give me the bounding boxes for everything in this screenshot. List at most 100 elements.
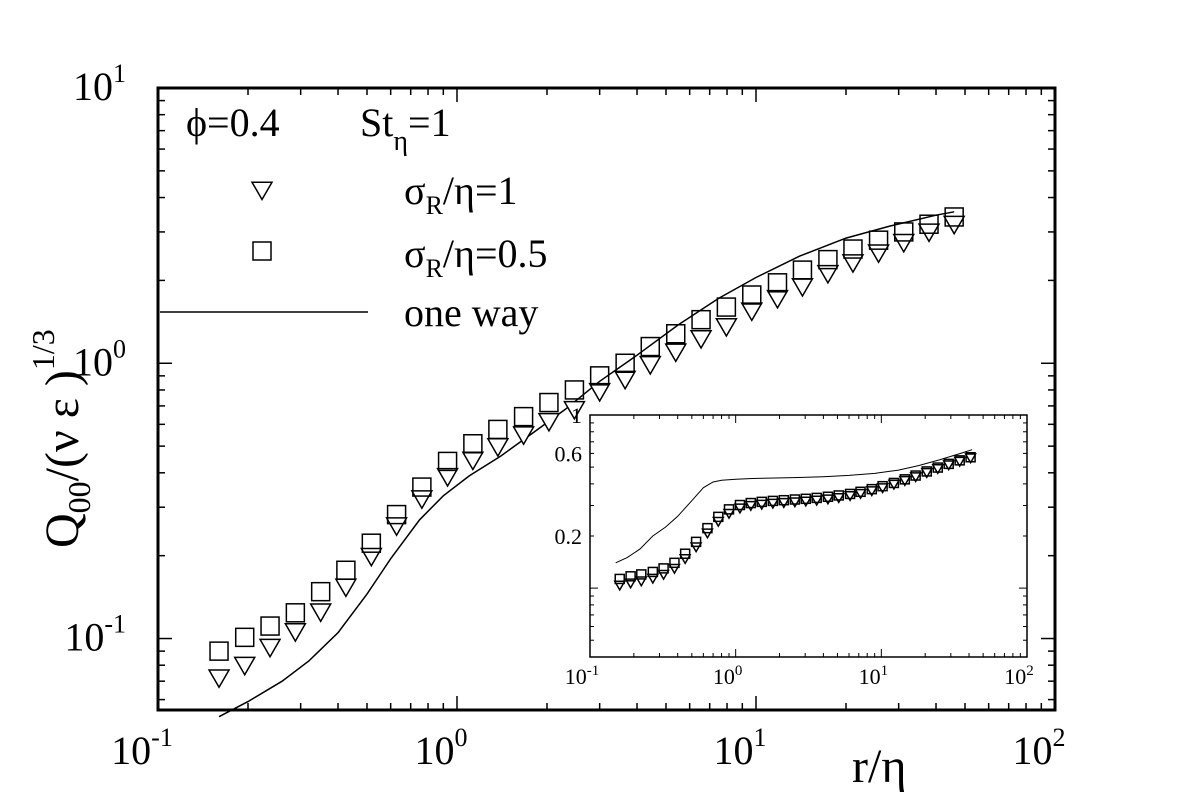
main-square-point bbox=[209, 641, 229, 661]
main-triangle-point bbox=[461, 451, 485, 472]
main-square-point bbox=[234, 627, 255, 648]
y-tick-label: 10-1 bbox=[64, 610, 126, 660]
main-square-point bbox=[843, 239, 863, 259]
main-square-point bbox=[665, 324, 686, 344]
main-square-point bbox=[260, 616, 280, 636]
legend-label-sigma-05: σR/η=0.5 bbox=[404, 231, 548, 283]
x-tick-label: 102 bbox=[1013, 723, 1066, 773]
main-triangle-point bbox=[233, 656, 257, 677]
main-square-point bbox=[589, 366, 610, 386]
inset-triangle-point bbox=[953, 456, 966, 468]
inset-square-point bbox=[789, 494, 801, 505]
main-square-point bbox=[767, 273, 788, 293]
inset-triangle-point bbox=[964, 453, 977, 465]
inset-triangle-point bbox=[689, 542, 703, 554]
inset-triangle-point bbox=[931, 463, 945, 475]
inset-square-point bbox=[723, 504, 735, 515]
inset-square-point bbox=[625, 571, 636, 582]
inset-triangle-point bbox=[799, 496, 813, 508]
inset-y-tick-label: 0.6 bbox=[555, 441, 583, 466]
phi-annotation: ϕ=0.4 bbox=[186, 100, 280, 145]
main-square-point bbox=[310, 581, 331, 602]
inset-triangle-point bbox=[777, 497, 791, 509]
main-triangle-point bbox=[892, 233, 916, 254]
inset-triangle-point bbox=[942, 460, 955, 472]
inset-square-point bbox=[965, 452, 976, 463]
inset-y-tick-label: 0.2 bbox=[555, 524, 583, 549]
y-axis-title: Q00/(ν ε )1/3 bbox=[25, 329, 97, 548]
main-triangle-point bbox=[791, 277, 814, 298]
inset-square-point bbox=[833, 490, 844, 501]
main-square-point bbox=[640, 336, 661, 357]
main-triangle-point bbox=[207, 669, 231, 689]
inset-square-point bbox=[745, 497, 757, 509]
main-triangle-point bbox=[537, 412, 561, 433]
inset-x-tick-label: 10-1 bbox=[565, 663, 600, 689]
main-square-point bbox=[615, 353, 635, 374]
legend-triangle-marker bbox=[250, 181, 274, 201]
inset-square-point bbox=[800, 493, 812, 505]
x-axis-title: r/η bbox=[852, 740, 906, 793]
main-triangle-point bbox=[816, 264, 840, 285]
main-triangle-point bbox=[258, 638, 282, 659]
inset-x-tick-label: 101 bbox=[859, 663, 889, 689]
inset-triangle-point bbox=[898, 475, 912, 487]
main-triangle-point bbox=[436, 467, 459, 488]
inset-y-tick-label: 1 bbox=[571, 403, 582, 428]
main-triangle-point bbox=[588, 382, 611, 403]
inset-square-point bbox=[778, 494, 790, 506]
inset-one-way-line bbox=[615, 449, 973, 564]
legend-square-marker bbox=[252, 241, 272, 261]
main-triangle-point bbox=[942, 215, 966, 236]
inset-square-point bbox=[636, 569, 647, 580]
y-tick-label: 101 bbox=[73, 59, 126, 109]
main-square-point bbox=[463, 434, 483, 454]
main-triangle-point bbox=[638, 355, 662, 376]
inset-square-point bbox=[614, 573, 625, 585]
inset-square-point bbox=[855, 486, 866, 498]
inset-triangle-point bbox=[678, 553, 692, 565]
inset-plot-frame bbox=[589, 414, 1028, 658]
main-triangle-point bbox=[512, 426, 535, 446]
legend-label-one-way: one way bbox=[404, 290, 538, 335]
main-square-point bbox=[919, 214, 939, 234]
main-triangle-point bbox=[689, 329, 713, 350]
y-tick-label: 100 bbox=[73, 334, 126, 384]
main-triangle-point bbox=[715, 317, 738, 338]
inset-square-point bbox=[877, 480, 888, 492]
inset-triangle-point bbox=[832, 493, 846, 504]
main-square-point bbox=[894, 222, 914, 242]
inset-triangle-point bbox=[887, 479, 901, 491]
inset-square-point bbox=[734, 499, 746, 511]
main-one-way-line bbox=[218, 211, 955, 718]
inset-square-point bbox=[756, 496, 767, 508]
inset-triangle-point bbox=[701, 528, 714, 540]
inset-square-point bbox=[647, 566, 659, 578]
inset-square-point bbox=[767, 495, 779, 507]
main-square-point bbox=[564, 380, 585, 400]
main-square-point bbox=[386, 504, 407, 525]
inset-square-point bbox=[910, 470, 921, 481]
x-tick-label: 100 bbox=[415, 723, 468, 773]
inset-square-point bbox=[690, 536, 702, 548]
main-square-point bbox=[539, 392, 559, 413]
inset-square-point bbox=[943, 458, 954, 470]
inset-square-point bbox=[669, 557, 680, 569]
main-triangle-point bbox=[284, 623, 307, 643]
inset-square-point bbox=[658, 563, 669, 574]
inset-square-point bbox=[888, 477, 900, 489]
inset-x-tick-label: 102 bbox=[1004, 663, 1034, 689]
inset-square-point bbox=[811, 492, 822, 504]
main-triangle-point bbox=[841, 254, 865, 274]
main-triangle-point bbox=[766, 289, 789, 310]
main-square-point bbox=[361, 533, 382, 553]
inset-square-point bbox=[899, 474, 911, 485]
inset-triangle-point bbox=[865, 486, 879, 498]
inset-square-point bbox=[713, 511, 724, 523]
inset-square-point bbox=[702, 522, 713, 534]
main-square-point bbox=[742, 285, 762, 305]
main-square-point bbox=[412, 477, 432, 497]
main-square-point bbox=[944, 207, 964, 227]
